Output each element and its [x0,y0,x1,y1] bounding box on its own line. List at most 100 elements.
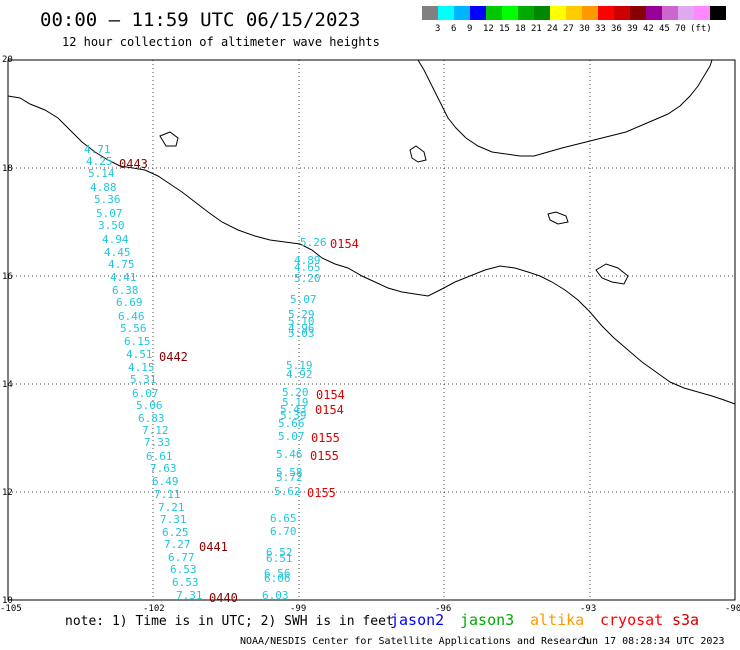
swh-value: 7.12 [142,424,169,437]
swh-value: 5.07 [278,430,305,443]
scale-label: 45 [659,24,670,34]
lon-tick-label: -90 [725,604,740,614]
scale-swatch [662,6,678,20]
mission-label-s3a: s3a [672,611,699,629]
swh-value: 6.07 [132,387,159,400]
swh-value: 4.15 [128,361,155,374]
swh-value: 5.19 [282,396,309,409]
lat-tick-label: 10 [2,596,13,606]
lon-tick-label: -99 [290,604,306,614]
swh-value: 6.70 [270,525,297,538]
lat-tick-label: 20 [2,55,13,65]
scale-swatch [518,6,534,20]
swh-value: 6.46 [118,310,145,323]
pass-time-tag: 0440 [209,591,238,605]
swh-value: 7.31 [160,513,187,526]
lon-axis: -105 -102 -99 -96 -93 -90 [0,604,740,614]
swh-value: 5.20 [294,272,321,285]
swh-value: 4.71 [84,143,111,156]
swh-value: 5.56 [120,322,147,335]
swh-value: 6.53 [172,576,199,589]
swh-value: 5.07 [96,207,123,220]
swh-value: 4.25 [86,155,113,168]
mission-label-altika: altika [530,611,584,629]
scale-swatch [550,6,566,20]
swh-value: 4.88 [90,181,117,194]
swh-value: 7.27 [164,538,191,551]
swh-value: 6.38 [112,284,139,297]
scale-swatch [534,6,550,20]
swh-value: 5.03 [288,327,315,340]
scale-label: 21 [531,24,542,34]
scale-swatch [582,6,598,20]
lat-tick-label: 18 [2,164,13,174]
swh-value: 5.43 [280,403,307,416]
scale-label: 6 [451,24,456,34]
swh-value: 3.50 [98,219,125,232]
swh-value: 6.06 [264,572,291,585]
scale-label: 18 [515,24,526,34]
lon-tick-label: -102 [143,604,165,614]
scale-label: 24 [547,24,558,34]
scale-label: 33 [595,24,606,34]
swh-value: 6.65 [270,512,297,525]
coastline [7,59,736,405]
lon-tick-label: -96 [435,604,451,614]
lon-tick-label: -105 [0,604,22,614]
swh-value: 6.49 [152,475,179,488]
scale-label: 3 [435,24,440,34]
swh-value: 6.53 [170,563,197,576]
scale-label: 42 [643,24,654,34]
pass-time-tag: 0155 [307,486,336,500]
scale-swatch [646,6,662,20]
map-title: 00:00 – 11:59 UTC 06/15/2023 [40,9,360,31]
swh-value: 4.92 [286,368,313,381]
footer-note: note: 1) Time is in UTC; 2) SWH is in fe… [65,614,394,629]
swh-value: 5.46 [276,448,303,461]
swh-value: 6.69 [116,296,143,309]
lat-tick-label: 12 [2,488,13,498]
swh-value: 7.21 [158,501,185,514]
swh-value: 5.07 [290,293,317,306]
swh-value: 4.41 [110,271,137,284]
swh-value: 5.39 [280,409,307,422]
lon-tick-label: -93 [580,604,596,614]
scale-swatch [438,6,454,20]
swh-value: 4.45 [104,246,131,259]
swh-value: 7.11 [154,488,181,501]
scale-swatch [630,6,646,20]
credit-text: NOAA/NESDIS Center for Satellite Applica… [240,636,589,647]
scale-label: (ft) [690,24,712,34]
pass-time-tag: 0443 [119,157,148,171]
swh-labels: 4.714.255.144.885.365.073.504.944.454.75… [84,143,327,602]
swh-value: 6.52 [266,546,293,559]
scale-swatch [470,6,486,20]
swh-value: 6.61 [146,450,173,463]
scale-label: 36 [611,24,622,34]
swh-value: 7.31 [176,589,203,602]
scale-swatch [678,6,694,20]
pass-time-tag: 0154 [315,403,344,417]
swh-value: 7.63 [150,462,177,475]
scale-swatch [694,6,710,20]
map-frame [7,59,736,601]
mission-label-cryosat: cryosat [600,611,663,629]
timestamp-text: Jun 17 08:28:34 UTC 2023 [580,636,725,647]
swh-value: 5.66 [278,417,305,430]
swh-value: 6.56 [264,567,291,580]
scale-label: 39 [627,24,638,34]
scale-swatch [598,6,614,20]
swh-value: 6.15 [124,335,151,348]
scale-label: 12 [483,24,494,34]
scale-swatch [486,6,502,20]
pass-time-tag: 0442 [159,350,188,364]
pass-time-tag: 0155 [310,449,339,463]
swh-value: 4.94 [102,233,129,246]
scale-label: 30 [579,24,590,34]
scale-swatch [502,6,518,20]
pass-time-tag: 0441 [199,540,228,554]
graticule [8,60,735,600]
swh-value: 5.72 [276,471,303,484]
pass-time-tag: 0155 [311,431,340,445]
